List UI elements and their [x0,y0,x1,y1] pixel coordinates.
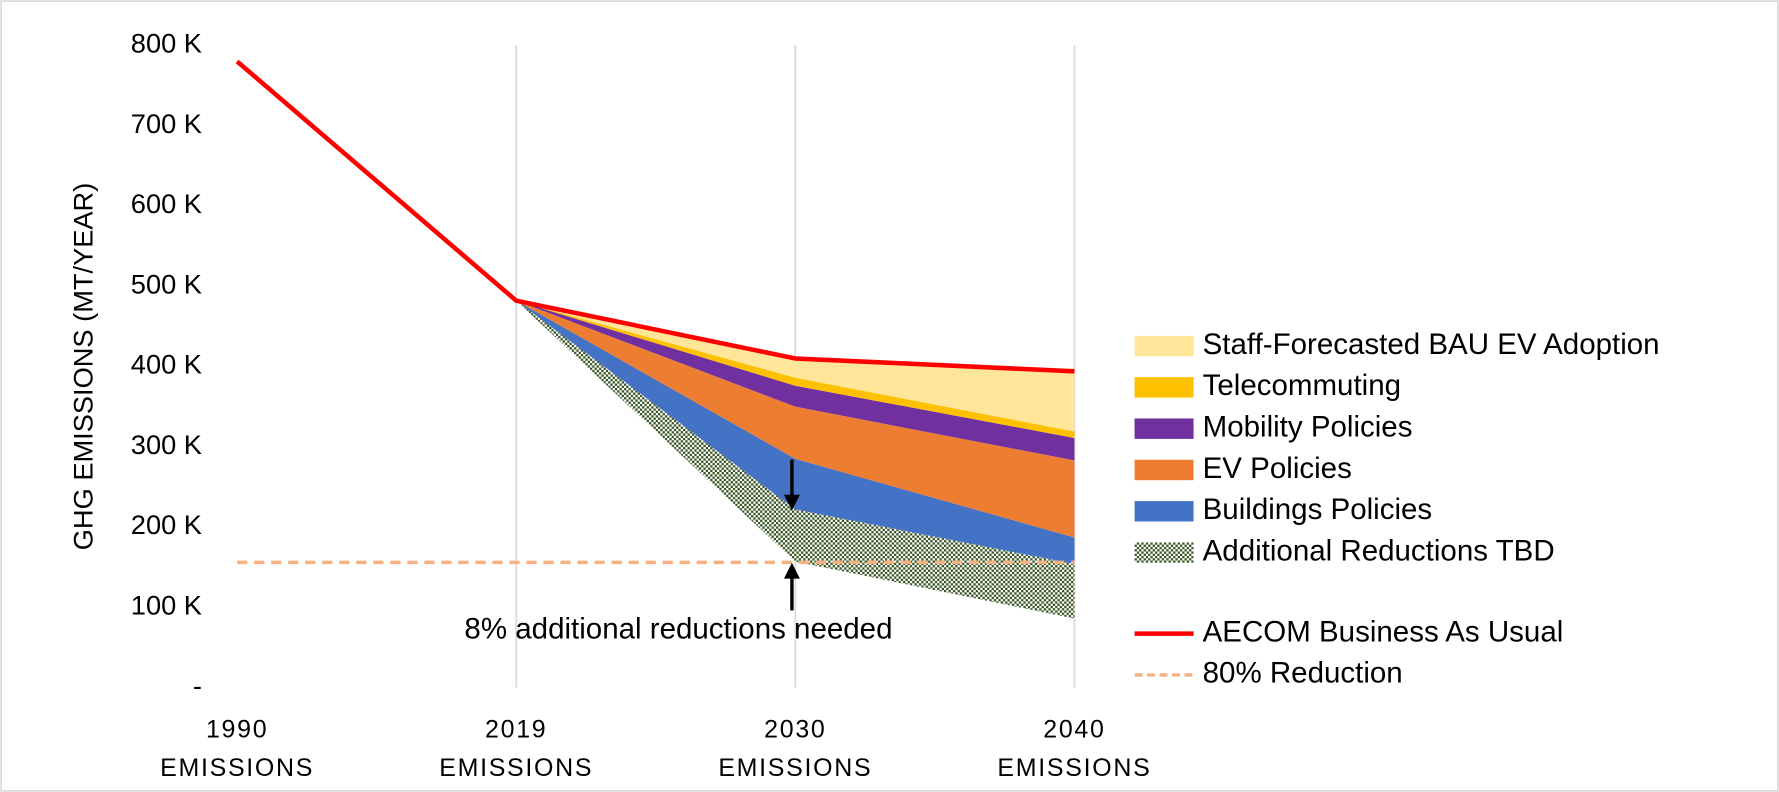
legend-label: Telecommuting [1203,369,1401,402]
y-tick-label: 300 K [131,429,202,460]
arrow-head [783,562,800,579]
x-tick-label: 2019 EMISSIONS [439,714,594,782]
arrows [783,459,800,611]
legend-label: Buildings Policies [1203,493,1433,526]
y-tick-label: - [193,670,202,701]
x-tick-text: 2040 EMISSIONS [997,714,1152,782]
x-tick-text: 1990 EMISSIONS [160,714,315,782]
legend-label: Additional Reductions TBD [1203,534,1555,567]
x-tick-label: 1990 EMISSIONS [160,714,315,782]
x-tick-text: 2019 EMISSIONS [439,714,594,782]
y-tick-label: 400 K [131,349,202,380]
y-axis-label: GHG EMISSIONS (MT/YEAR) [67,183,98,551]
legend-swatch [1134,542,1194,563]
y-tick-label: 800 K [131,28,202,59]
plot: - 100 K 200 K 300 K 400 K 500 K 600 K 700 K 800 … [131,28,1660,782]
legend-swatch [1134,418,1194,439]
arrow-head [783,494,800,511]
annotation: 8% additional reductions needed [464,613,892,646]
y-tick-label: 700 K [131,108,202,139]
line [235,59,1075,374]
area [516,300,1075,432]
legend-swatch [1134,377,1194,398]
legend-label: EV Policies [1203,452,1352,485]
x-tick-label: 2030 EMISSIONS [718,714,873,782]
x-tick-text: 2030 EMISSIONS [718,714,873,782]
area [516,300,1075,461]
area [516,300,1075,619]
y-tick-label: 600 K [131,188,202,219]
y-tick-label: 100 K [131,590,202,621]
y-tick-label: 500 K [131,268,202,299]
legend-label: Mobility Policies [1203,410,1413,443]
legend-swatch [1134,335,1194,357]
legend-swatch [1134,501,1194,522]
area [516,300,1075,538]
area [516,300,1075,438]
legend-label: 80% Reduction [1203,657,1403,690]
y-tick-label: 200 K [131,509,202,540]
legend-swatch [1134,459,1194,481]
legend-label: AECOM Business As Usual [1203,615,1564,648]
legend-label: Staff-Forecasted BAU EV Adoption [1203,328,1660,361]
x-tick-label: 2040 EMISSIONS [997,714,1152,782]
